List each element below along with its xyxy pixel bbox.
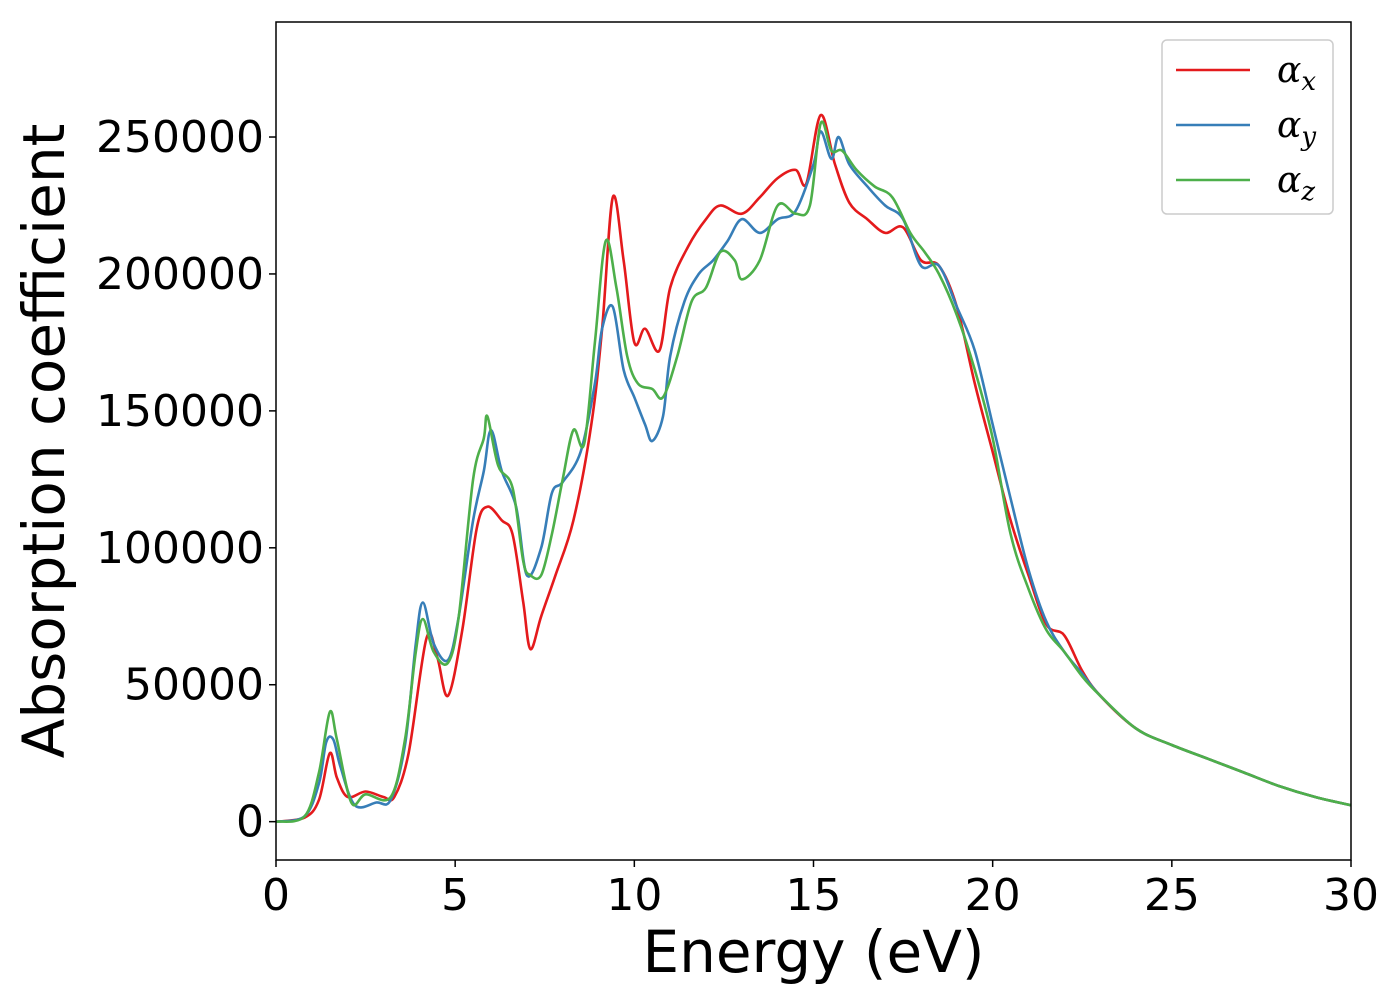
legend-box	[1161, 39, 1334, 215]
x-tick-label: 15	[786, 870, 842, 921]
x-tick-label: 10	[606, 870, 662, 921]
x-tick-label: 30	[1323, 870, 1379, 921]
y-axis-label: Absorption coefficient	[10, 124, 78, 759]
y-tick-label: 100000	[96, 523, 264, 574]
legend-label-z: αz	[1277, 160, 1315, 207]
y-tick-label: 250000	[96, 112, 264, 163]
y-tick-label: 150000	[96, 386, 264, 437]
legend-label-x: αx	[1277, 50, 1316, 97]
series-line-x	[276, 113, 1351, 823]
x-tick-label: 0	[262, 870, 290, 921]
plot-area	[276, 113, 1351, 823]
x-axis-label: Energy (eV)	[642, 918, 984, 986]
x-tick-label: 25	[1144, 870, 1200, 921]
x-tick-label: 20	[965, 870, 1021, 921]
x-axis-ticks: 0 5 10 15 20 25 30	[262, 860, 1379, 921]
y-tick-label: 50000	[124, 660, 264, 711]
legend-label-y: αy	[1277, 105, 1316, 152]
legend: αx αy αz	[1161, 39, 1334, 215]
series-line-y	[276, 130, 1351, 823]
x-tick-label: 5	[441, 870, 469, 921]
y-tick-label: 200000	[96, 249, 264, 300]
y-tick-label: 0	[236, 797, 264, 848]
series-line-z	[276, 120, 1351, 823]
y-axis-ticks: 0 50000 100000 150000 200000 250000	[96, 112, 276, 848]
